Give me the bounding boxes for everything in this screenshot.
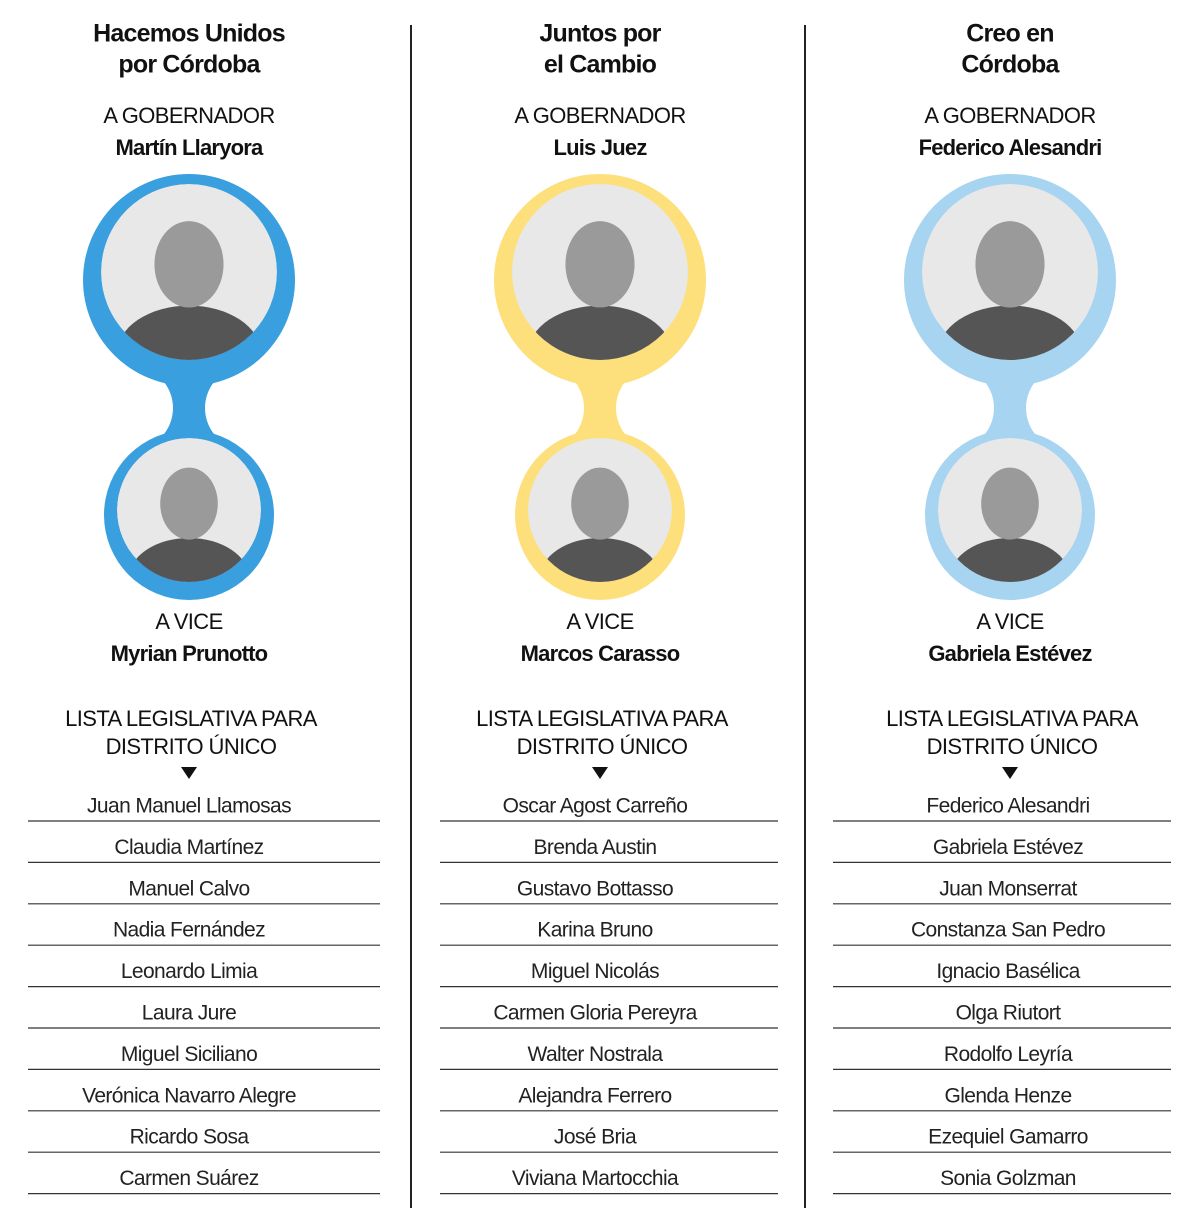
candidate-name: Nadia Fernández	[113, 919, 265, 942]
candidate-name: Viviana Martocchia	[512, 1167, 679, 1190]
portrait	[117, 438, 261, 582]
candidate-name: Carmen Gloria Pereyra	[493, 1002, 697, 1025]
list-heading: LISTA LEGISLATIVA PARA	[65, 706, 318, 731]
candidate-name: Claudia Martínez	[114, 836, 263, 859]
governor-name: Federico Alesandri	[919, 135, 1102, 160]
portrait	[512, 184, 688, 360]
candidate-name: Miguel Nicolás	[531, 960, 659, 983]
portrait-head	[571, 467, 629, 540]
candidate-name: Carmen Suárez	[119, 1167, 258, 1190]
candidate-name: Olga Riutort	[956, 1002, 1062, 1025]
governor-label: A GOBERNADOR	[103, 103, 274, 128]
governor-name: Martín Llaryora	[116, 135, 264, 160]
governor-label: A GOBERNADOR	[924, 103, 1095, 128]
candidate-column: Hacemos Unidos por Córdoba A GOBERNADOR Mar…	[28, 20, 380, 1195]
party-name: Creo en	[966, 20, 1053, 48]
portrait-body	[528, 305, 672, 360]
connector-cut	[910, 366, 994, 450]
party-name: por Córdoba	[118, 51, 261, 79]
party-name: el Cambio	[544, 51, 657, 79]
candidate-name: Gustavo Bottasso	[517, 877, 673, 900]
candidate-name: Manuel Calvo	[128, 877, 249, 900]
candidate-name: Laura Jure	[142, 1002, 236, 1025]
candidate-name: Ignacio Basélica	[936, 960, 1080, 983]
party-name: Hacemos Unidos	[93, 20, 285, 48]
candidate-column: Creo en Córdoba A GOBERNADOR Federico Alesa…	[833, 20, 1171, 1195]
party-name: Juntos por	[539, 20, 661, 48]
candidate-name: Ricardo Sosa	[130, 1126, 250, 1149]
down-arrow	[1002, 767, 1018, 779]
vice-name: Myrian Prunotto	[111, 641, 268, 666]
portrait	[101, 184, 277, 360]
connector-cut	[205, 366, 289, 450]
portrait-body	[950, 538, 1070, 582]
portrait	[528, 438, 672, 582]
list-heading: DISTRITO ÚNICO	[927, 734, 1098, 759]
candidate-name: Karina Bruno	[537, 919, 652, 942]
portrait	[922, 184, 1098, 360]
down-arrow	[592, 767, 608, 779]
connector-cut	[89, 366, 173, 450]
candidate-name: Oscar Agost Carreño	[503, 795, 688, 818]
connector-cut	[500, 366, 584, 450]
portrait-body	[540, 538, 660, 582]
candidate-column: Juntos por el Cambio A GOBERNADOR Luis Juez…	[440, 20, 778, 1195]
down-arrow	[181, 767, 197, 779]
governor-label: A GOBERNADOR	[514, 103, 685, 128]
candidate-name: Walter Nostrala	[528, 1043, 664, 1066]
candidate-name: Glenda Henze	[944, 1084, 1071, 1107]
list-heading: LISTA LEGISLATIVA PARA	[886, 706, 1139, 731]
vice-name: Marcos Carasso	[521, 641, 680, 666]
portrait-head	[160, 467, 218, 540]
candidate-name: Ezequiel Gamarro	[928, 1126, 1088, 1149]
vice-label: A VICE	[155, 609, 222, 634]
vice-name: Gabriela Estévez	[928, 641, 1092, 666]
vice-label: A VICE	[566, 609, 633, 634]
portrait-body	[129, 538, 249, 582]
candidate-name: Juan Monserrat	[939, 877, 1077, 900]
candidate-name: Gabriela Estévez	[933, 836, 1083, 859]
list-heading: DISTRITO ÚNICO	[106, 734, 277, 759]
connector-cut	[1026, 366, 1110, 450]
candidate-name: Alejandra Ferrero	[518, 1084, 671, 1107]
connector-cut	[616, 366, 700, 450]
portrait-head	[975, 221, 1045, 308]
portrait-head	[154, 221, 224, 308]
candidate-name: Rodolfo Leyría	[944, 1043, 1073, 1066]
candidate-name: Sonia Golzman	[940, 1167, 1076, 1190]
candidate-name: Leonardo Limia	[121, 960, 258, 983]
portrait-head	[981, 467, 1039, 540]
candidate-name: Federico Alesandri	[926, 795, 1089, 818]
candidate-name: Constanza San Pedro	[911, 919, 1105, 942]
list-heading: DISTRITO ÚNICO	[517, 734, 688, 759]
vice-label: A VICE	[976, 609, 1043, 634]
candidate-name: Brenda Austin	[534, 836, 657, 859]
portrait-body	[117, 305, 261, 360]
portrait	[938, 438, 1082, 582]
governor-name: Luis Juez	[553, 135, 647, 160]
portrait-head	[565, 221, 635, 308]
candidate-name: José Bria	[554, 1126, 637, 1149]
list-heading: LISTA LEGISLATIVA PARA	[476, 706, 729, 731]
party-name: Córdoba	[961, 51, 1060, 79]
portrait-body	[938, 305, 1082, 360]
candidate-name: Verónica Navarro Alegre	[82, 1084, 296, 1107]
candidate-name: Juan Manuel Llamosas	[87, 795, 291, 818]
candidate-name: Miguel Siciliano	[121, 1043, 257, 1066]
